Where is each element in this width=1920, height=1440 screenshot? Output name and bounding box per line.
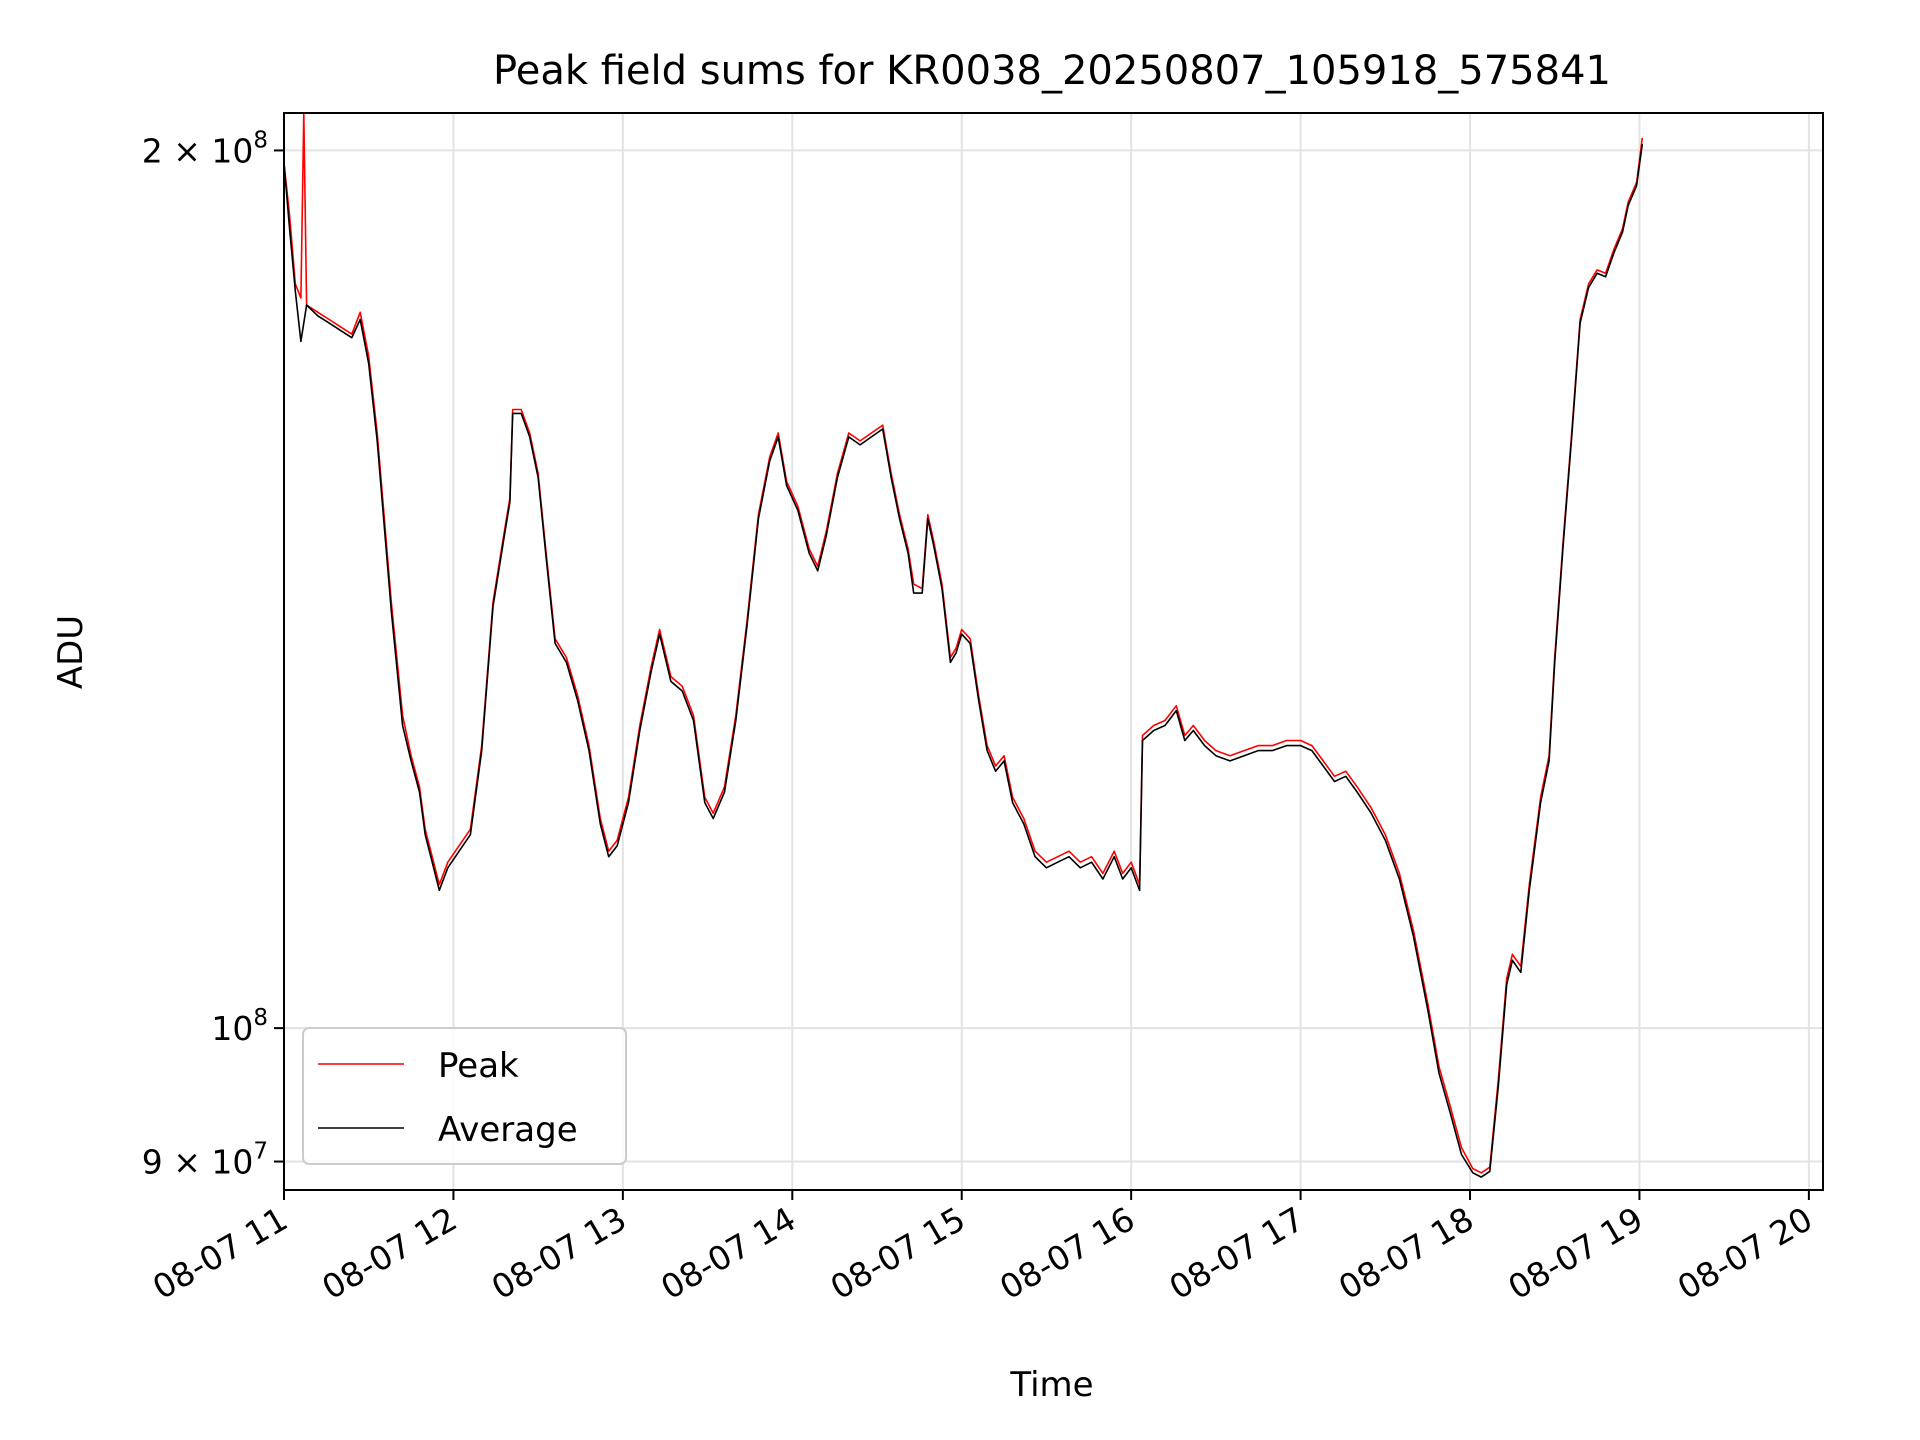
plot-area-frame [283,112,1824,1191]
legend: Peak Average [302,1027,627,1165]
y-tick-label: 108 [211,1005,268,1048]
legend-label-average: Average [438,1110,578,1150]
y-axis-label: ADU [51,615,91,689]
series-line-average [284,143,1644,1178]
chart-title: Peak field sums for KR0038_20250807_1059… [493,48,1611,94]
y-tick-label: 9 × 107 [142,1139,268,1182]
x-axis-label: Time [1009,1365,1093,1405]
legend-box [302,1027,627,1165]
y-axis: 2 × 108 108 9 × 107 [142,127,284,1182]
series-layer [284,113,1644,1178]
legend-label-peak: Peak [438,1046,519,1086]
y-tick-label: 2 × 108 [142,127,268,170]
grid-lines [283,113,1823,1190]
